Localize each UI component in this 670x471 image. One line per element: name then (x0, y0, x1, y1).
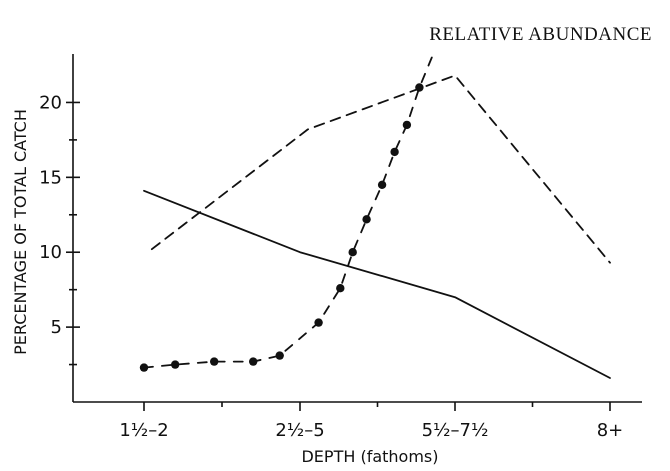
data-point (377, 180, 387, 189)
data-point (402, 120, 412, 130)
data-point (275, 351, 284, 360)
y-tick-label-5: 5 (51, 317, 62, 338)
x-tick-label-1: 2½–5 (275, 420, 324, 441)
data-point (171, 360, 180, 369)
y-axis-label: PERCENTAGE OF TOTAL CATCH (11, 109, 30, 355)
data-point (210, 357, 219, 366)
x-tick-label-2: 5½–7½ (422, 420, 489, 441)
axes (72, 54, 642, 403)
data-point (362, 215, 371, 224)
x-tick-label-0: 1½–2 (119, 420, 168, 441)
series-line-solid (143, 189, 611, 379)
data-point (336, 284, 345, 293)
data-point (390, 147, 399, 157)
y-ticks: 5 10 15 20 (39, 92, 80, 366)
data-point (314, 318, 323, 327)
x-tick-label-3: 8+ (597, 420, 624, 441)
y-tick-label-20: 20 (39, 92, 62, 113)
y-tick-label-10: 10 (39, 242, 62, 263)
x-axis-label: DEPTH (fathoms) (301, 447, 438, 466)
chart-title: RELATIVE ABUNDANCE (429, 24, 652, 45)
series-line-dashed (150, 74, 611, 264)
series-layer (139, 56, 611, 379)
x-ticks: 1½–2 2½–5 5½–7½ 8+ (119, 402, 623, 441)
data-point (415, 83, 424, 92)
data-point (348, 248, 357, 257)
data-point (249, 357, 258, 366)
data-point (139, 363, 149, 372)
series-line-dash-dot (143, 56, 433, 369)
y-tick-label-15: 15 (39, 167, 62, 188)
